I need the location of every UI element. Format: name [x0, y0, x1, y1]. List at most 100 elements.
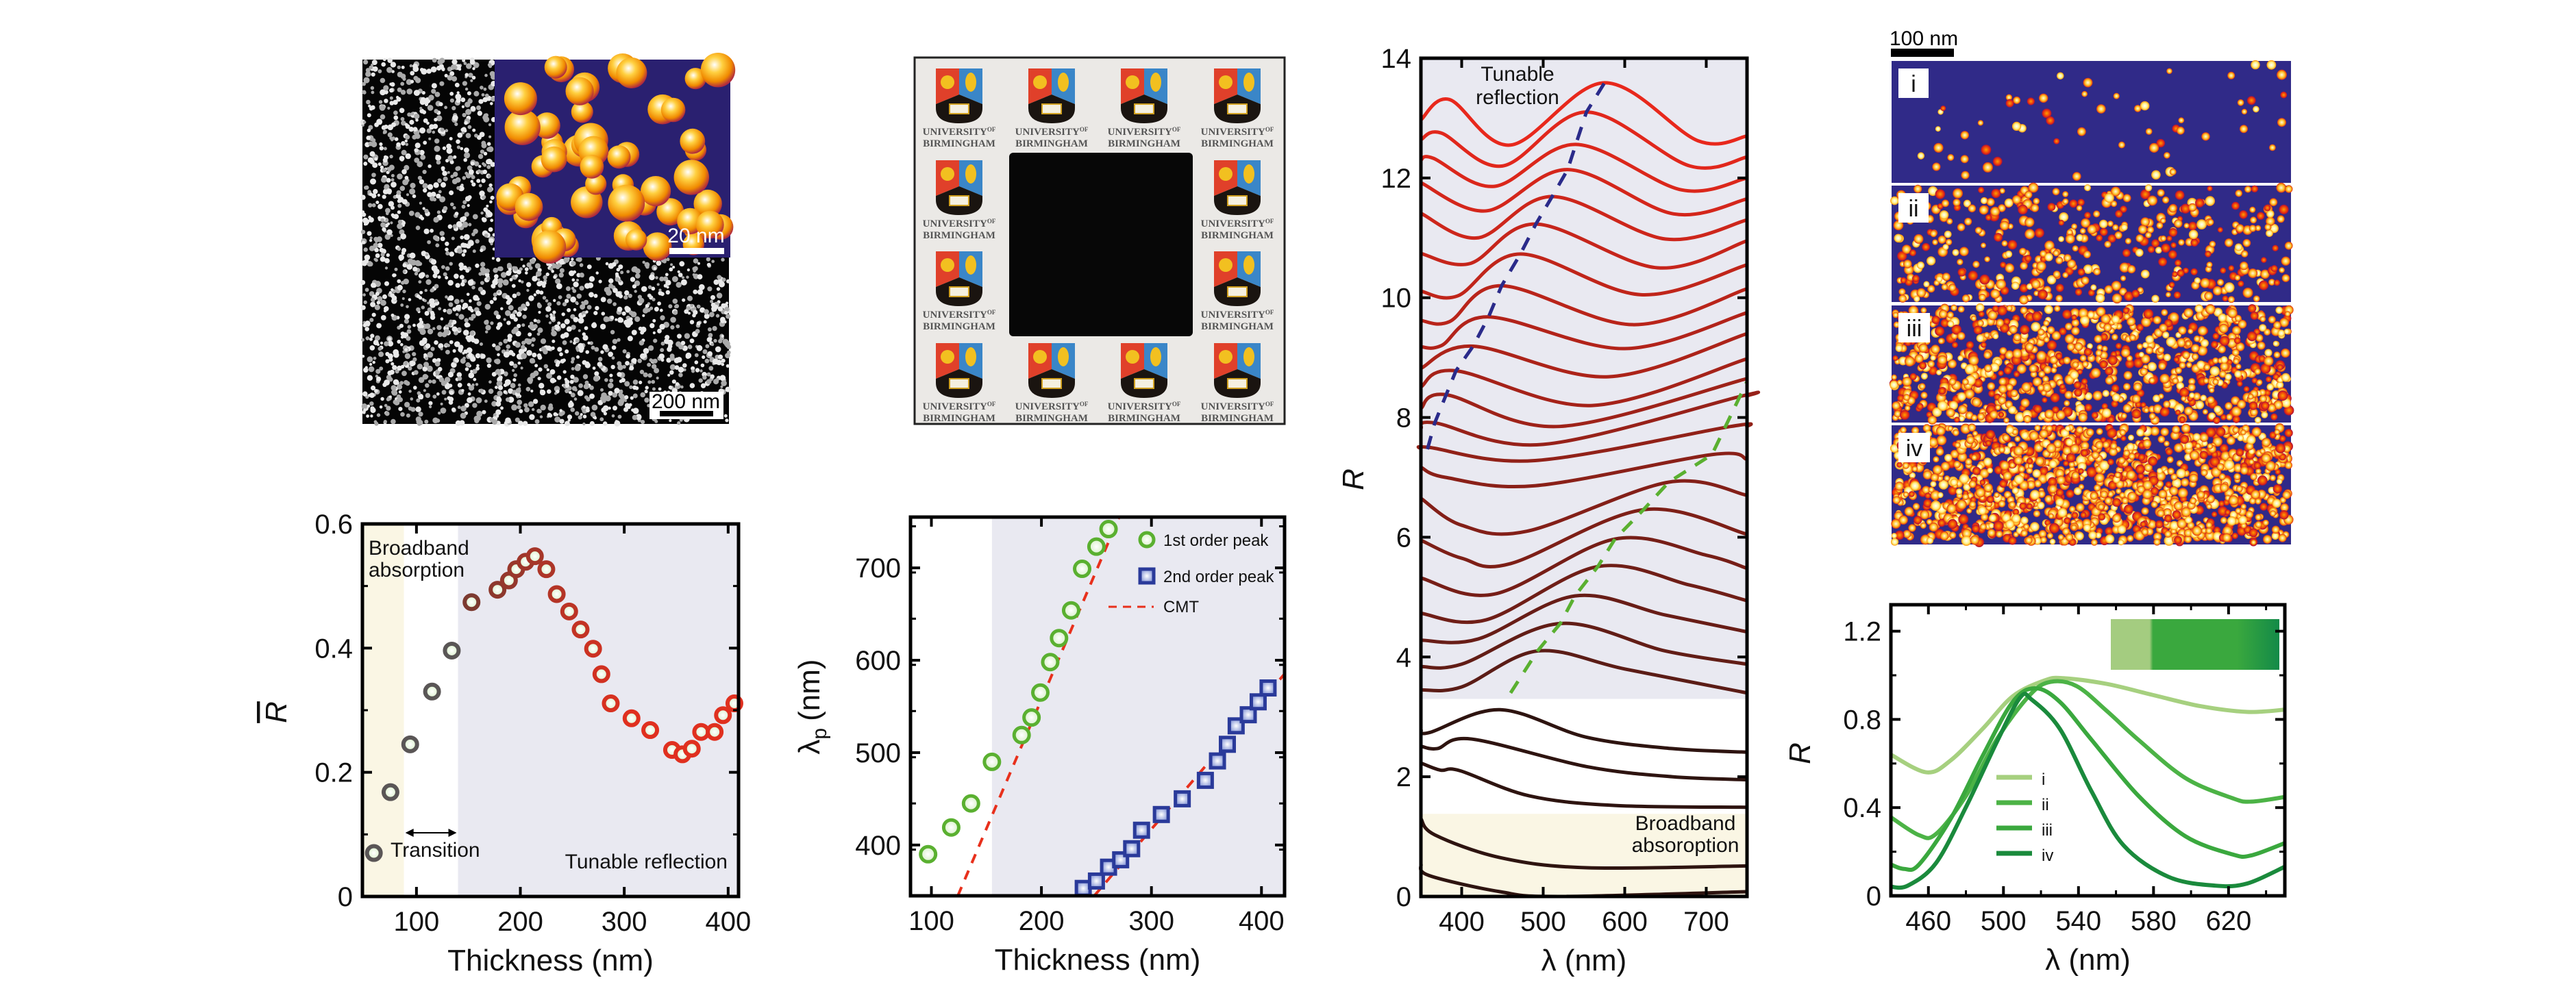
- sem-particle: [468, 240, 474, 247]
- afm-particle: [2136, 428, 2144, 437]
- sem-particle: [404, 123, 408, 127]
- afm-particle: [2216, 279, 2225, 286]
- sem-particle: [542, 296, 547, 300]
- sem-particle: [674, 303, 680, 309]
- afm-particle: [2122, 194, 2131, 203]
- sem-particle: [377, 193, 381, 197]
- sem-particle: [379, 247, 384, 253]
- afm-particle: [1936, 435, 1947, 446]
- sem-particle: [585, 350, 589, 354]
- sem-particle: [570, 407, 575, 412]
- sem-particle: [573, 377, 579, 382]
- sem-particle: [420, 154, 426, 160]
- afm-particle: [2199, 451, 2208, 460]
- sem-particle: [369, 345, 375, 351]
- afm-particle: [1971, 454, 1978, 461]
- afm-particle: [2281, 348, 2290, 358]
- afm-particle: [2218, 323, 2229, 334]
- logo-text-university: UNIVERSITY: [1201, 310, 1265, 321]
- sem-particle: [554, 392, 557, 395]
- sem-particle: [417, 394, 424, 400]
- sem-particle: [434, 284, 439, 289]
- sem-particle: [699, 307, 706, 313]
- afm-particle: [2042, 108, 2052, 118]
- sem-particle: [371, 63, 374, 66]
- afm-particle: [2194, 335, 2201, 342]
- afm-particle: [2185, 340, 2192, 347]
- sem-particle: [589, 393, 595, 399]
- sem-particle: [444, 73, 448, 77]
- afm-particle: [2151, 170, 2161, 180]
- sem-particle: [551, 346, 555, 350]
- afm-particle: [2157, 189, 2165, 197]
- lion-icon: [1126, 350, 1139, 364]
- afm-particle: [2064, 390, 2073, 399]
- sem-particle: [379, 142, 383, 147]
- sem-particle: [446, 143, 451, 149]
- afm-particle: [2257, 475, 2268, 486]
- afm-particle: [2185, 516, 2192, 524]
- sem-particle: [617, 372, 622, 377]
- mermaid-icon: [1243, 255, 1254, 275]
- sem-particle: [363, 300, 367, 304]
- sem-particle: [680, 385, 684, 389]
- sem-particle: [397, 65, 401, 70]
- sem-particle: [684, 309, 689, 314]
- afm-particle: [2196, 219, 2207, 229]
- sem-particle: [599, 417, 604, 422]
- afm-particle: [2160, 218, 2166, 224]
- sem-particle: [537, 278, 541, 281]
- afm-particle: [2256, 379, 2263, 386]
- sem-particle: [465, 173, 471, 179]
- sem-particle: [659, 276, 665, 281]
- sem-particle: [387, 353, 393, 360]
- sem-particle: [510, 383, 516, 388]
- sem-particle: [418, 412, 423, 417]
- sem-particle: [374, 389, 378, 393]
- sem-particle: [406, 193, 409, 197]
- sem-particle: [517, 323, 521, 329]
- sem-particle: [462, 200, 467, 205]
- sem-particle: [373, 356, 377, 360]
- afm-particle: [1997, 305, 2007, 316]
- sem-particle: [457, 248, 463, 254]
- sem-particle: [533, 318, 537, 323]
- afm-particle: [2138, 225, 2148, 234]
- sem-particle: [480, 248, 484, 253]
- sem-particle: [420, 97, 426, 103]
- sem-particle: [697, 274, 703, 279]
- sem-particle: [364, 327, 369, 331]
- afm-particle: [2094, 484, 2101, 492]
- sem-particle: [610, 364, 615, 370]
- sem-particle: [595, 305, 599, 311]
- sem-particle: [548, 321, 552, 325]
- sem-particle: [614, 420, 621, 427]
- sem-particle: [412, 194, 417, 199]
- logo-text-university: UNIVERSITY: [923, 310, 987, 321]
- sem-particle: [536, 408, 541, 414]
- sem-particle: [586, 264, 592, 269]
- afm-particle: [2173, 291, 2181, 299]
- sem-particle: [467, 392, 471, 396]
- sem-particle: [540, 404, 546, 411]
- sem-particle: [673, 310, 678, 315]
- sem-particle: [490, 102, 493, 105]
- sem-particle: [695, 368, 700, 373]
- sem-particle: [397, 71, 403, 77]
- afm-particle: [1989, 514, 1997, 523]
- afm-particle: [1908, 524, 1916, 532]
- sem-particle: [488, 388, 494, 394]
- sem-particle: [631, 329, 637, 336]
- sem-particle: [470, 105, 476, 112]
- sem-particle: [580, 413, 583, 416]
- afm-particle: [2190, 268, 2198, 275]
- afm-particle: [2101, 345, 2108, 352]
- sem-particle: [462, 356, 466, 360]
- sem-particle: [693, 289, 698, 294]
- sem-particle: [397, 365, 402, 371]
- afm-particle: [1892, 496, 1901, 504]
- afm-particle: [1999, 221, 2009, 231]
- sem-particle: [496, 414, 499, 418]
- sem-particle: [461, 279, 465, 283]
